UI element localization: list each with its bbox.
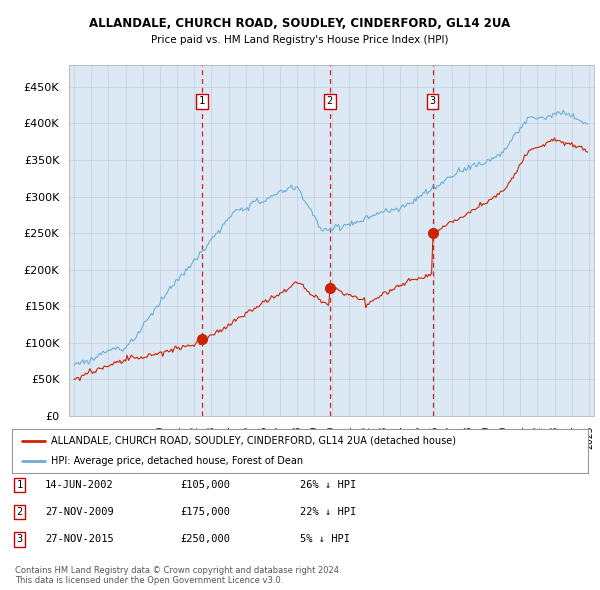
Text: ALLANDALE, CHURCH ROAD, SOUDLEY, CINDERFORD, GL14 2UA: ALLANDALE, CHURCH ROAD, SOUDLEY, CINDERF… [89, 17, 511, 30]
Text: 3: 3 [17, 535, 23, 544]
Text: 1: 1 [17, 480, 23, 490]
Text: Price paid vs. HM Land Registry's House Price Index (HPI): Price paid vs. HM Land Registry's House … [151, 35, 449, 45]
Text: £250,000: £250,000 [180, 535, 230, 544]
Text: 26% ↓ HPI: 26% ↓ HPI [300, 480, 356, 490]
Text: 22% ↓ HPI: 22% ↓ HPI [300, 507, 356, 517]
Text: 27-NOV-2009: 27-NOV-2009 [45, 507, 114, 517]
Text: 1: 1 [199, 97, 205, 106]
Text: 27-NOV-2015: 27-NOV-2015 [45, 535, 114, 544]
Text: HPI: Average price, detached house, Forest of Dean: HPI: Average price, detached house, Fore… [51, 456, 303, 466]
Text: ALLANDALE, CHURCH ROAD, SOUDLEY, CINDERFORD, GL14 2UA (detached house): ALLANDALE, CHURCH ROAD, SOUDLEY, CINDERF… [51, 436, 456, 446]
Text: £105,000: £105,000 [180, 480, 230, 490]
Text: 2: 2 [326, 97, 333, 106]
Text: 14-JUN-2002: 14-JUN-2002 [45, 480, 114, 490]
Text: 2: 2 [17, 507, 23, 517]
Text: 3: 3 [430, 97, 436, 106]
Text: Contains HM Land Registry data © Crown copyright and database right 2024.
This d: Contains HM Land Registry data © Crown c… [15, 566, 341, 585]
Text: £175,000: £175,000 [180, 507, 230, 517]
Text: 5% ↓ HPI: 5% ↓ HPI [300, 535, 350, 544]
